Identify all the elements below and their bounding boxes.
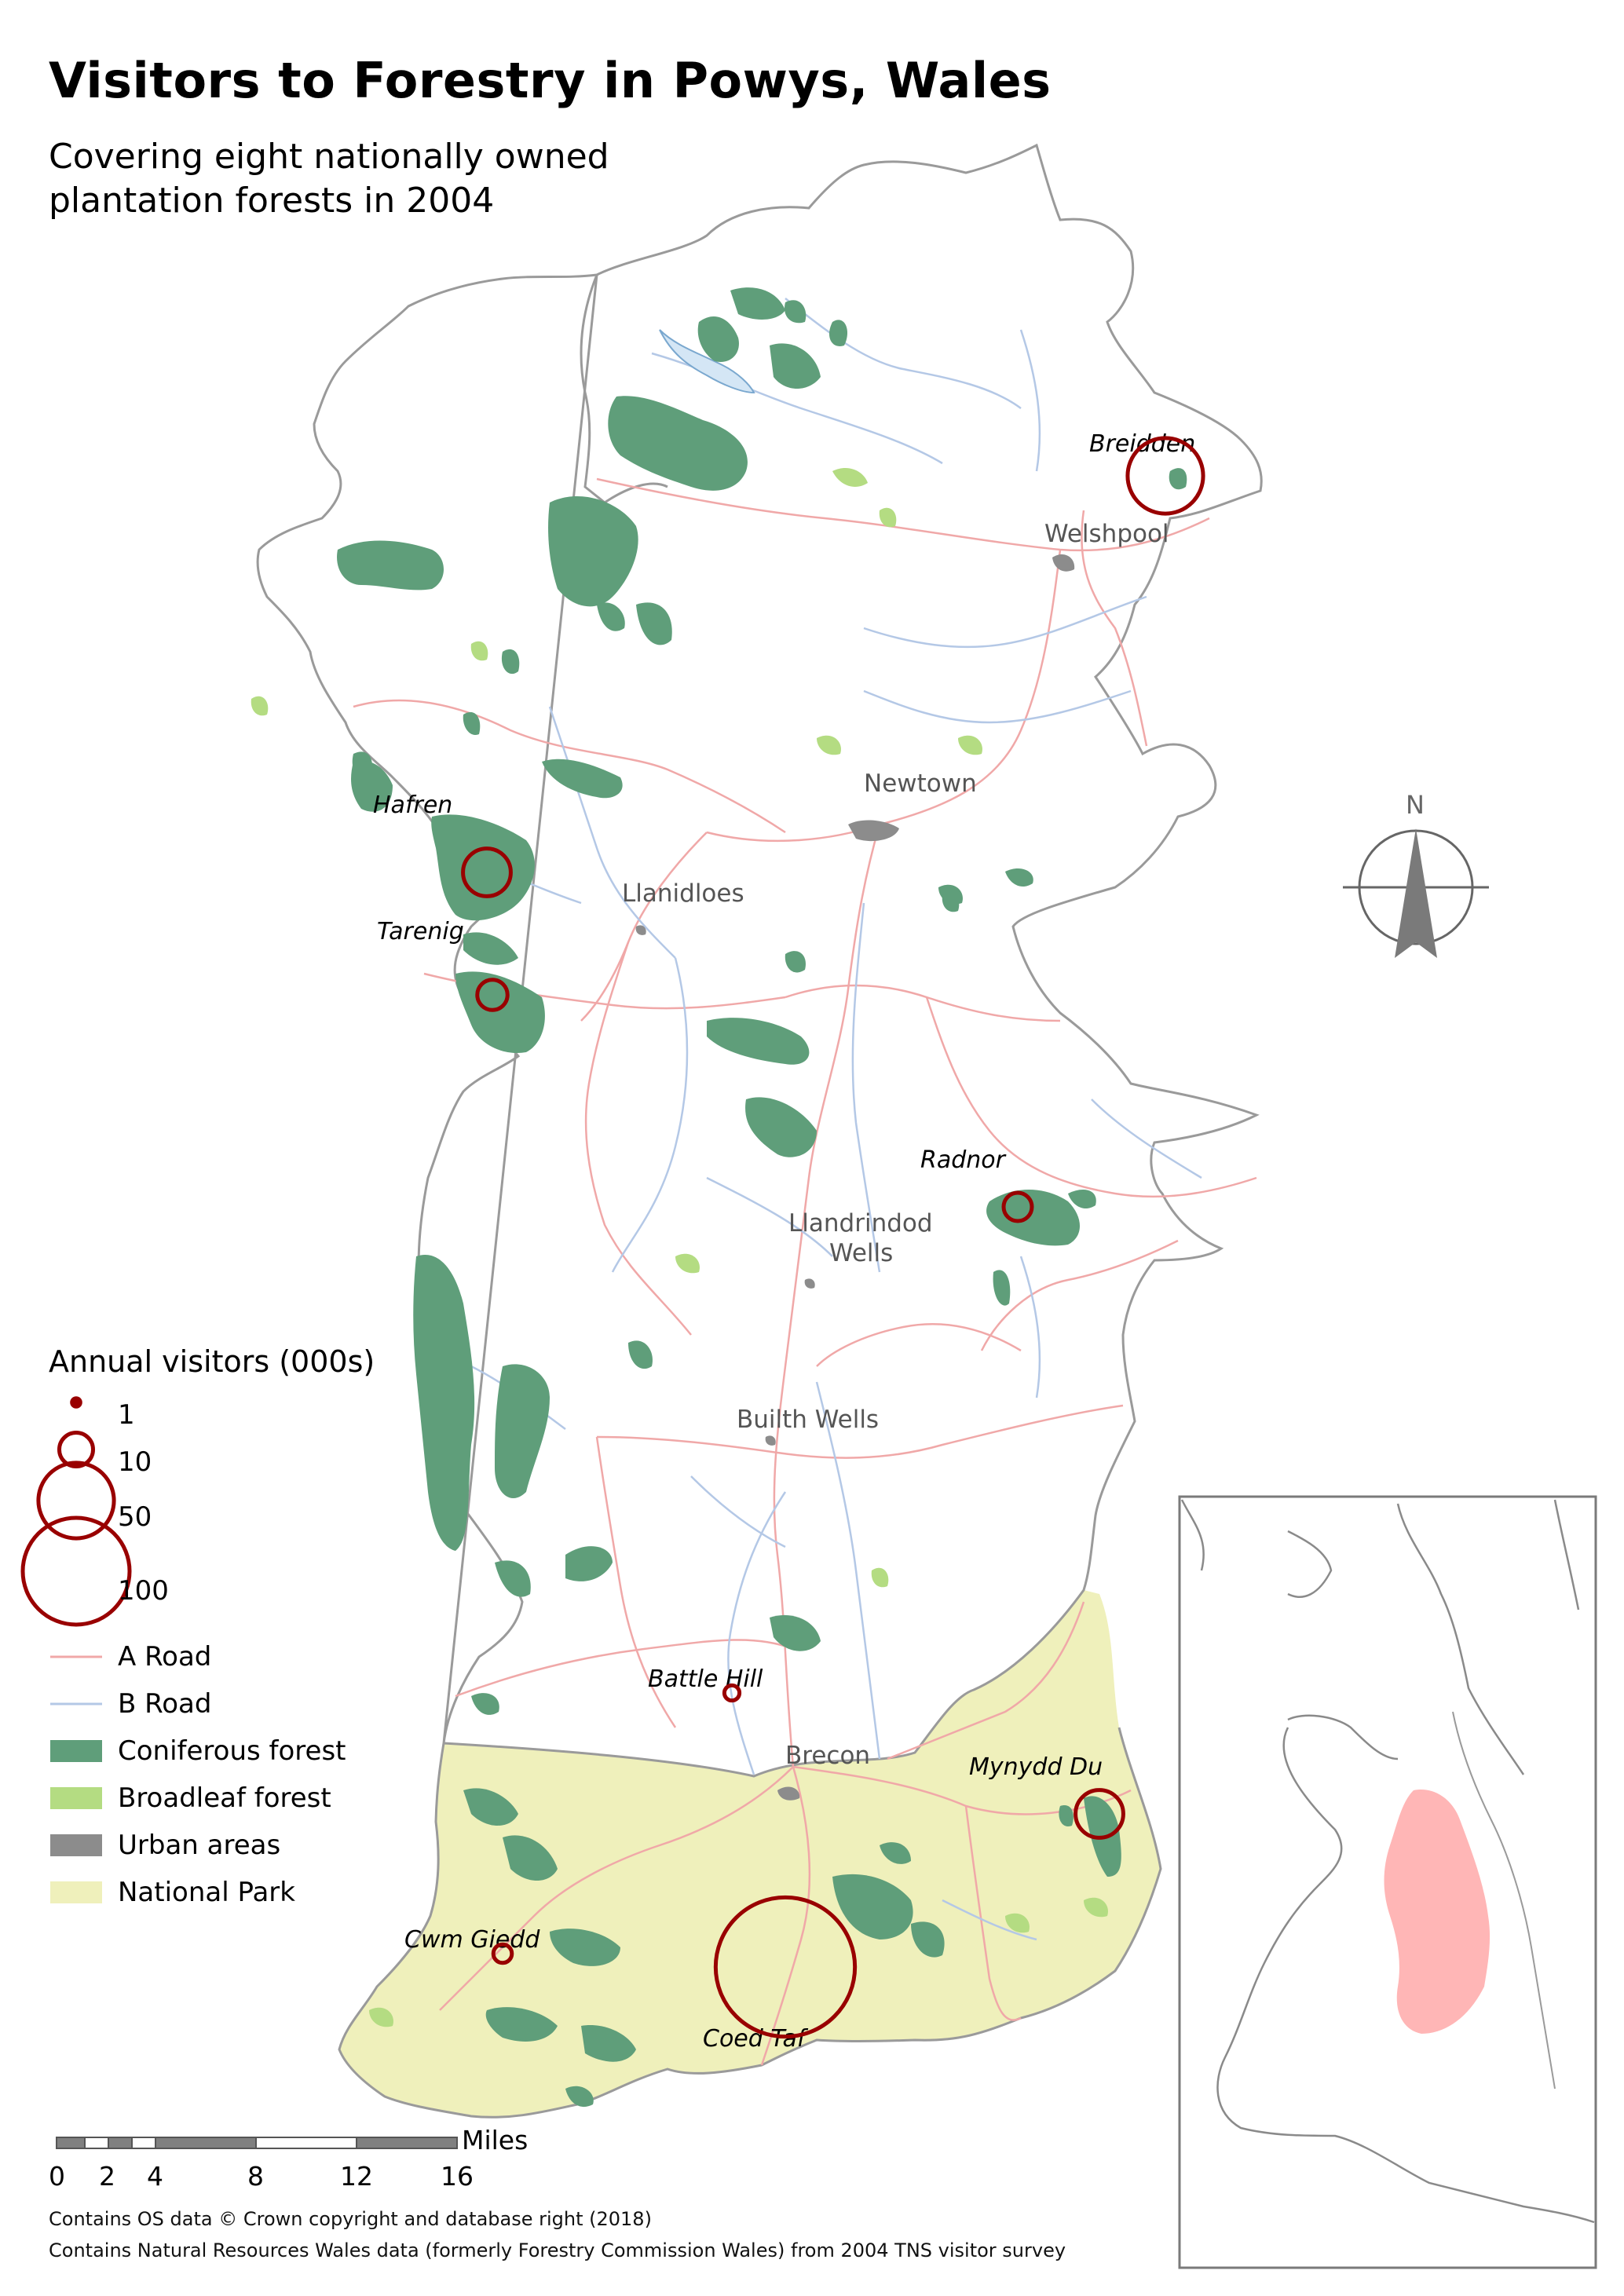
forest-label-mynydd-du: Mynydd Du xyxy=(969,1753,1103,1781)
scale-tick-4: 4 xyxy=(147,2161,163,2192)
visitor-circle-breidden xyxy=(1125,436,1205,516)
legend-size-label-50: 50 xyxy=(118,1501,152,1533)
scale-tick-16: 16 xyxy=(441,2161,474,2192)
lake-vyrnwy xyxy=(659,329,755,394)
legend-title: Annual visitors (000s) xyxy=(49,1344,375,1379)
legend-label-a-road: A Road xyxy=(118,1641,212,1673)
scale-bar xyxy=(56,2137,458,2149)
scale-unit: Miles xyxy=(462,2125,529,2155)
scale-tick-0: 0 xyxy=(49,2161,65,2192)
legend-size-symbols xyxy=(20,1396,132,1627)
legend-circle-50 xyxy=(36,1461,116,1541)
town-label-brecon: Brecon xyxy=(785,1742,870,1770)
visitor-circles xyxy=(461,436,1205,2039)
legend-line-symbols xyxy=(50,1655,102,1903)
forest-label-tarenig: Tarenig xyxy=(377,918,464,945)
forest-label-radnor: Radnor xyxy=(920,1146,1007,1174)
town-label-llandrindod: Llandrindod xyxy=(788,1209,933,1238)
inset-coastline xyxy=(1180,1499,1595,2224)
subtitle-line-1: Covering eight nationally owned xyxy=(49,137,609,177)
forest-label-cwm-giedd: Cwm Giedd xyxy=(404,1926,540,1954)
coniferous-forest-patches xyxy=(337,287,1187,2108)
legend-label-b-road: B Road xyxy=(118,1688,212,1720)
visitor-circle-mynydd-du xyxy=(1074,1788,1125,1840)
town-label-llanidloes: Llanidloes xyxy=(622,879,744,908)
legend-size-label-10: 10 xyxy=(118,1446,152,1478)
visitor-circle-hafren xyxy=(461,846,513,898)
visitor-circle-tarenig xyxy=(475,978,510,1012)
visitor-circle-radnor xyxy=(1001,1190,1034,1223)
inset-map xyxy=(1178,1495,1597,2269)
visitor-circle-cwm-giedd xyxy=(491,1942,514,1965)
legend-size-label-100: 100 xyxy=(118,1575,169,1607)
town-label-wells: Wells xyxy=(829,1239,893,1267)
subtitle-line-2: plantation forests in 2004 xyxy=(49,181,495,221)
scale-tick-2: 2 xyxy=(99,2161,115,2192)
north-arrow: N xyxy=(1343,790,1489,958)
legend-label-urban: Urban areas xyxy=(118,1830,281,1861)
a-road-network xyxy=(353,477,1257,2066)
legend-size-label-1: 1 xyxy=(118,1399,135,1431)
forest-labels: Breidden Hafren Tarenig Radnor Battle Hi… xyxy=(373,430,1195,2053)
town-label-welshpool: Welshpool xyxy=(1044,520,1169,548)
north-label: N xyxy=(1406,790,1425,820)
visitor-circle-coed-taf xyxy=(713,1895,858,2039)
powys-boundary-north xyxy=(580,274,668,504)
town-label-builth-wells: Builth Wells xyxy=(737,1406,879,1434)
inset-powys-highlight xyxy=(1384,1790,1490,2034)
map-title: Visitors to Forestry in Powys, Wales xyxy=(49,52,1052,109)
legend-circle-100 xyxy=(20,1515,132,1627)
credit-os: Contains OS data © Crown copyright and d… xyxy=(49,2208,652,2230)
urban-areas xyxy=(635,554,1075,1801)
legend-circle-1 xyxy=(70,1396,82,1409)
visitor-circle-battle-hill xyxy=(722,1683,742,1703)
forest-label-hafren: Hafren xyxy=(373,792,452,819)
town-label-newtown: Newtown xyxy=(864,770,977,798)
credit-nrw: Contains Natural Resources Wales data (f… xyxy=(49,2239,1066,2261)
scale-tick-12: 12 xyxy=(340,2161,373,2192)
map-subtitle: Covering eight nationally owned plantati… xyxy=(49,135,609,223)
legend-label-coniferous: Coniferous forest xyxy=(118,1735,346,1767)
town-labels: Welshpool Newtown Llanidloes Llandrindod… xyxy=(622,520,1169,1770)
broadleaf-forest-patches xyxy=(251,467,1108,2027)
legend-label-national-park: National Park xyxy=(118,1877,295,1908)
national-park-area xyxy=(339,1590,1161,2118)
scale-tick-8: 8 xyxy=(247,2161,264,2192)
legend-circle-10 xyxy=(57,1430,96,1469)
inset-border xyxy=(1452,1711,1556,2089)
legend-label-broadleaf: Broadleaf forest xyxy=(118,1782,331,1814)
forest-label-battle-hill: Battle Hill xyxy=(648,1665,763,1693)
